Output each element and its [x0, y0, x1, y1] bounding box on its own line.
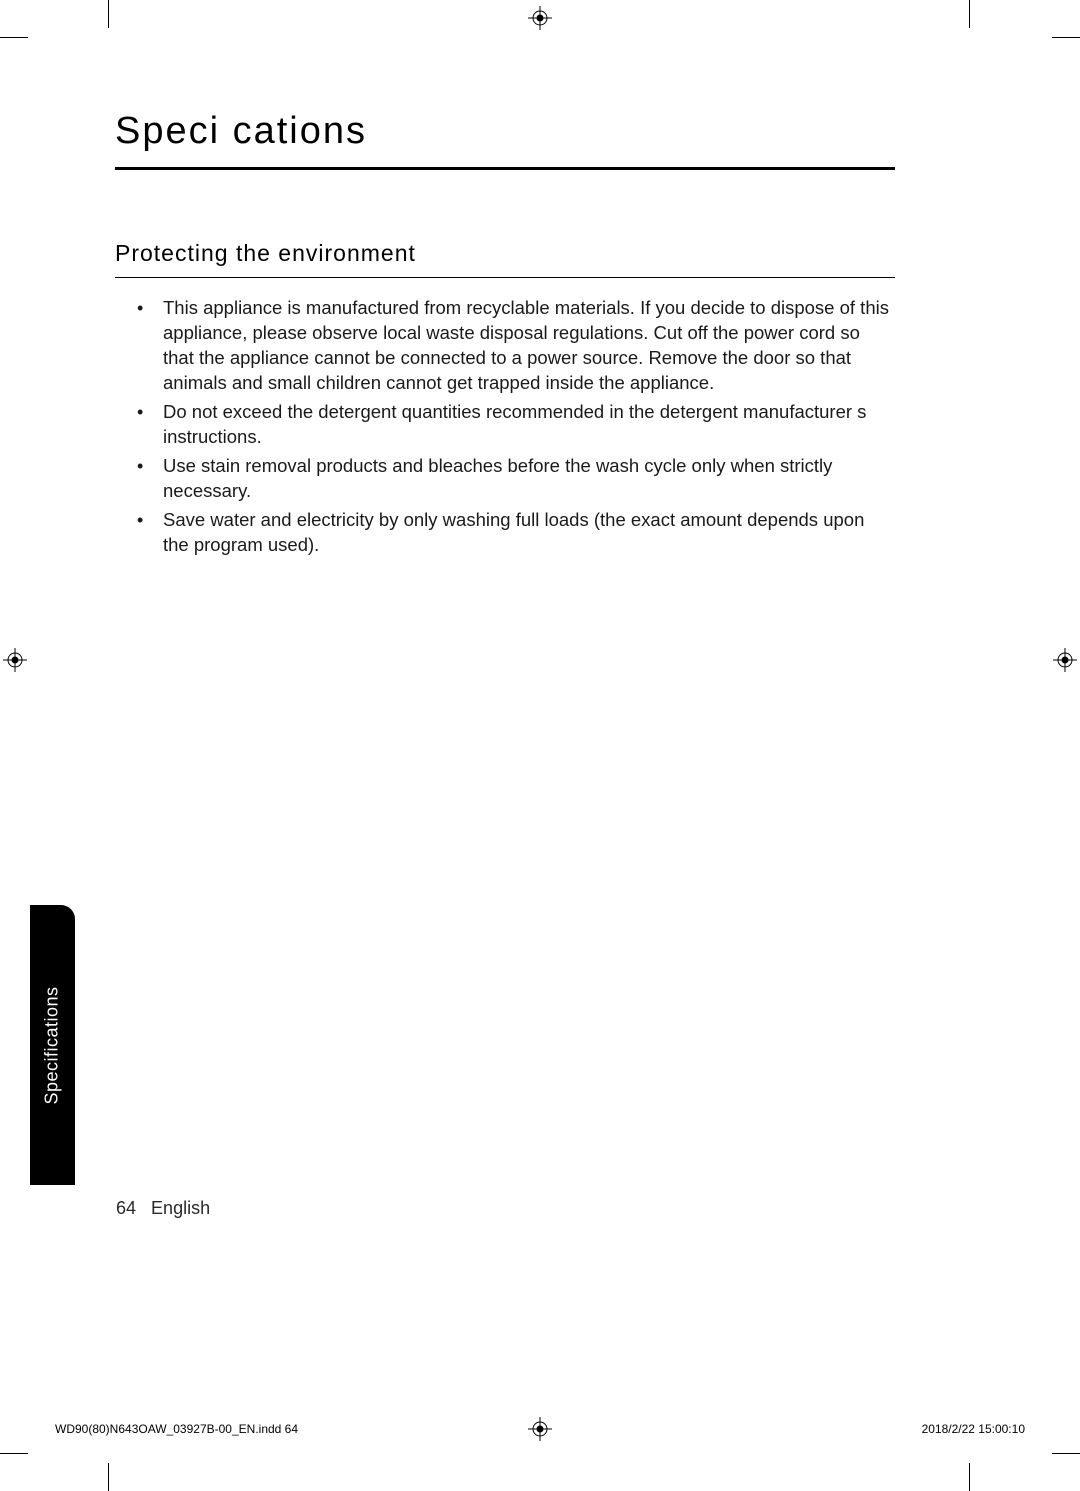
side-tab: Specifications	[30, 905, 75, 1185]
section-title: Protecting the environment	[115, 240, 895, 278]
bullet-list: This appliance is manufactured from recy…	[115, 296, 895, 558]
crop-mark	[0, 37, 28, 38]
indd-filename: WD90(80)N643OAW_03927B-00_EN.indd 64	[55, 1422, 298, 1436]
page-footer: 64 English	[116, 1198, 210, 1219]
list-item: Do not exceed the detergent quantities r…	[137, 400, 895, 450]
registration-mark-icon	[528, 6, 552, 30]
page-title: Speci cations	[115, 110, 895, 170]
crop-mark	[108, 0, 109, 28]
crop-mark	[1052, 37, 1080, 38]
page-number: 64	[116, 1198, 136, 1218]
indd-footer: WD90(80)N643OAW_03927B-00_EN.indd 64 201…	[55, 1422, 1025, 1436]
side-tab-label: Specifications	[42, 986, 63, 1104]
list-item: Save water and electricity by only washi…	[137, 508, 895, 558]
crop-mark	[969, 1463, 970, 1491]
list-item: Use stain removal products and bleaches …	[137, 454, 895, 504]
crop-mark	[969, 0, 970, 28]
list-item: This appliance is manufactured from recy…	[137, 296, 895, 396]
crop-mark	[0, 1453, 28, 1454]
page-language: English	[151, 1198, 210, 1218]
crop-mark	[108, 1463, 109, 1491]
indd-timestamp: 2018/2/22 15:00:10	[922, 1422, 1025, 1436]
page-content: Speci cations Protecting the environment…	[115, 110, 895, 562]
registration-mark-icon	[1053, 648, 1077, 672]
registration-mark-icon	[3, 648, 27, 672]
crop-mark	[1052, 1453, 1080, 1454]
